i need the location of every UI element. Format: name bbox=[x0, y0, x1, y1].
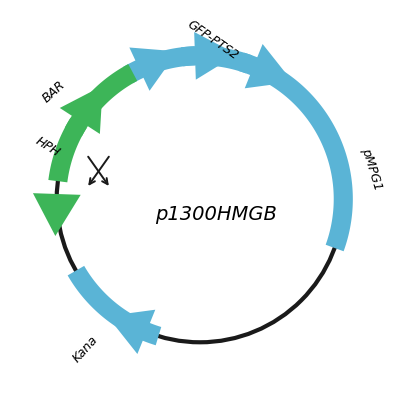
Polygon shape bbox=[245, 44, 293, 88]
Text: Kana: Kana bbox=[70, 333, 101, 365]
Polygon shape bbox=[194, 32, 237, 80]
Polygon shape bbox=[60, 86, 103, 134]
Text: p1300HMGB: p1300HMGB bbox=[155, 205, 277, 224]
Polygon shape bbox=[107, 310, 155, 354]
Polygon shape bbox=[48, 118, 86, 182]
Text: GFP-PTS2: GFP-PTS2 bbox=[185, 18, 241, 62]
Text: BAR: BAR bbox=[40, 78, 67, 105]
Polygon shape bbox=[65, 64, 137, 137]
Polygon shape bbox=[129, 47, 178, 91]
Polygon shape bbox=[68, 266, 161, 345]
Text: HPH: HPH bbox=[32, 134, 62, 159]
Polygon shape bbox=[123, 46, 195, 83]
Polygon shape bbox=[33, 193, 81, 236]
Polygon shape bbox=[181, 46, 252, 73]
Polygon shape bbox=[239, 53, 353, 251]
Text: pMPG1: pMPG1 bbox=[359, 146, 384, 192]
